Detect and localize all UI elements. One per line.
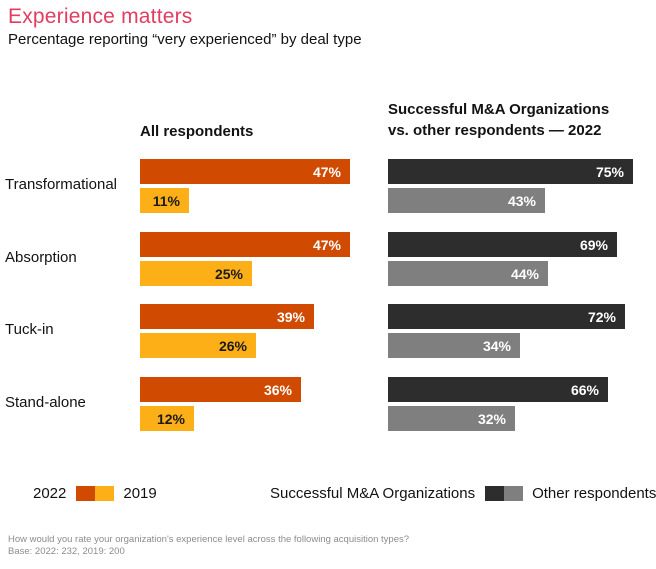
legend-right: Successful M&A Organizations Other respo…: [270, 485, 656, 502]
bar-2019-transformational: 11%: [140, 188, 189, 213]
page-subtitle: Percentage reporting “very experienced” …: [8, 31, 362, 48]
bar-other-respondents-stand-alone: 32%: [388, 406, 515, 431]
legend-2019-swatch: [95, 486, 115, 501]
bar-value-label: 47%: [312, 236, 341, 253]
bar-value-label: 39%: [276, 308, 305, 325]
legend-other-swatch: [504, 486, 524, 501]
legend-successful-swatch: [485, 486, 505, 501]
bar-2022-stand-alone: 36%: [140, 377, 301, 402]
bar-value-label: 11%: [152, 192, 180, 209]
bar-value-label: 47%: [312, 163, 341, 180]
legend-2019-label: 2019: [123, 485, 157, 502]
bar-successful-m-a-organizations-transformational: 75%: [388, 159, 633, 184]
legend-left: 2022 2019: [33, 485, 157, 502]
footnote: How would you rate your organization's e…: [8, 534, 409, 558]
right-chart-heading-line2: vs. other respondents — 2022: [388, 122, 602, 139]
page-title: Experience matters: [8, 5, 193, 28]
bar-value-label: 66%: [570, 381, 599, 398]
bar-value-label: 72%: [587, 308, 616, 325]
left-chart-heading: All respondents: [140, 123, 254, 140]
bar-other-respondents-absorption: 44%: [388, 261, 548, 286]
footnote-base: Base: 2022: 232, 2019: 200: [8, 546, 125, 557]
right-chart-heading: Successful M&A Organizations vs. other r…: [388, 99, 656, 141]
category-label: Stand-alone: [5, 394, 86, 411]
bar-2022-transformational: 47%: [140, 159, 350, 184]
legend-successful-label: Successful M&A Organizations: [270, 485, 476, 502]
bar-2019-absorption: 25%: [140, 261, 252, 286]
legend-other-label: Other respondents: [532, 485, 656, 502]
bar-2022-absorption: 47%: [140, 232, 350, 257]
bar-2022-tuck-in: 39%: [140, 304, 314, 329]
bar-value-label: 75%: [595, 163, 624, 180]
bar-value-label: 25%: [214, 265, 243, 282]
category-label: Tuck-in: [5, 321, 54, 338]
bar-value-label: 69%: [579, 236, 608, 253]
bar-successful-m-a-organizations-stand-alone: 66%: [388, 377, 608, 402]
bar-successful-m-a-organizations-absorption: 69%: [388, 232, 617, 257]
bar-value-label: 34%: [482, 337, 511, 354]
legend-2022-label: 2022: [33, 485, 67, 502]
bar-value-label: 26%: [218, 337, 247, 354]
bar-2019-stand-alone: 12%: [140, 406, 194, 431]
footnote-question: How would you rate your organization's e…: [8, 534, 410, 545]
category-label: Absorption: [5, 249, 77, 266]
category-label: Transformational: [5, 176, 117, 193]
bar-value-label: 12%: [156, 410, 185, 427]
bar-value-label: 43%: [507, 192, 536, 209]
bar-value-label: 44%: [510, 265, 539, 282]
bar-2019-tuck-in: 26%: [140, 333, 256, 358]
bar-value-label: 32%: [477, 410, 506, 427]
right-chart-heading-line1: Successful M&A Organizations: [388, 101, 610, 118]
bar-other-respondents-tuck-in: 34%: [388, 333, 520, 358]
bar-other-respondents-transformational: 43%: [388, 188, 545, 213]
bar-successful-m-a-organizations-tuck-in: 72%: [388, 304, 625, 329]
legend-2022-swatch: [76, 486, 96, 501]
bar-value-label: 36%: [263, 381, 292, 398]
